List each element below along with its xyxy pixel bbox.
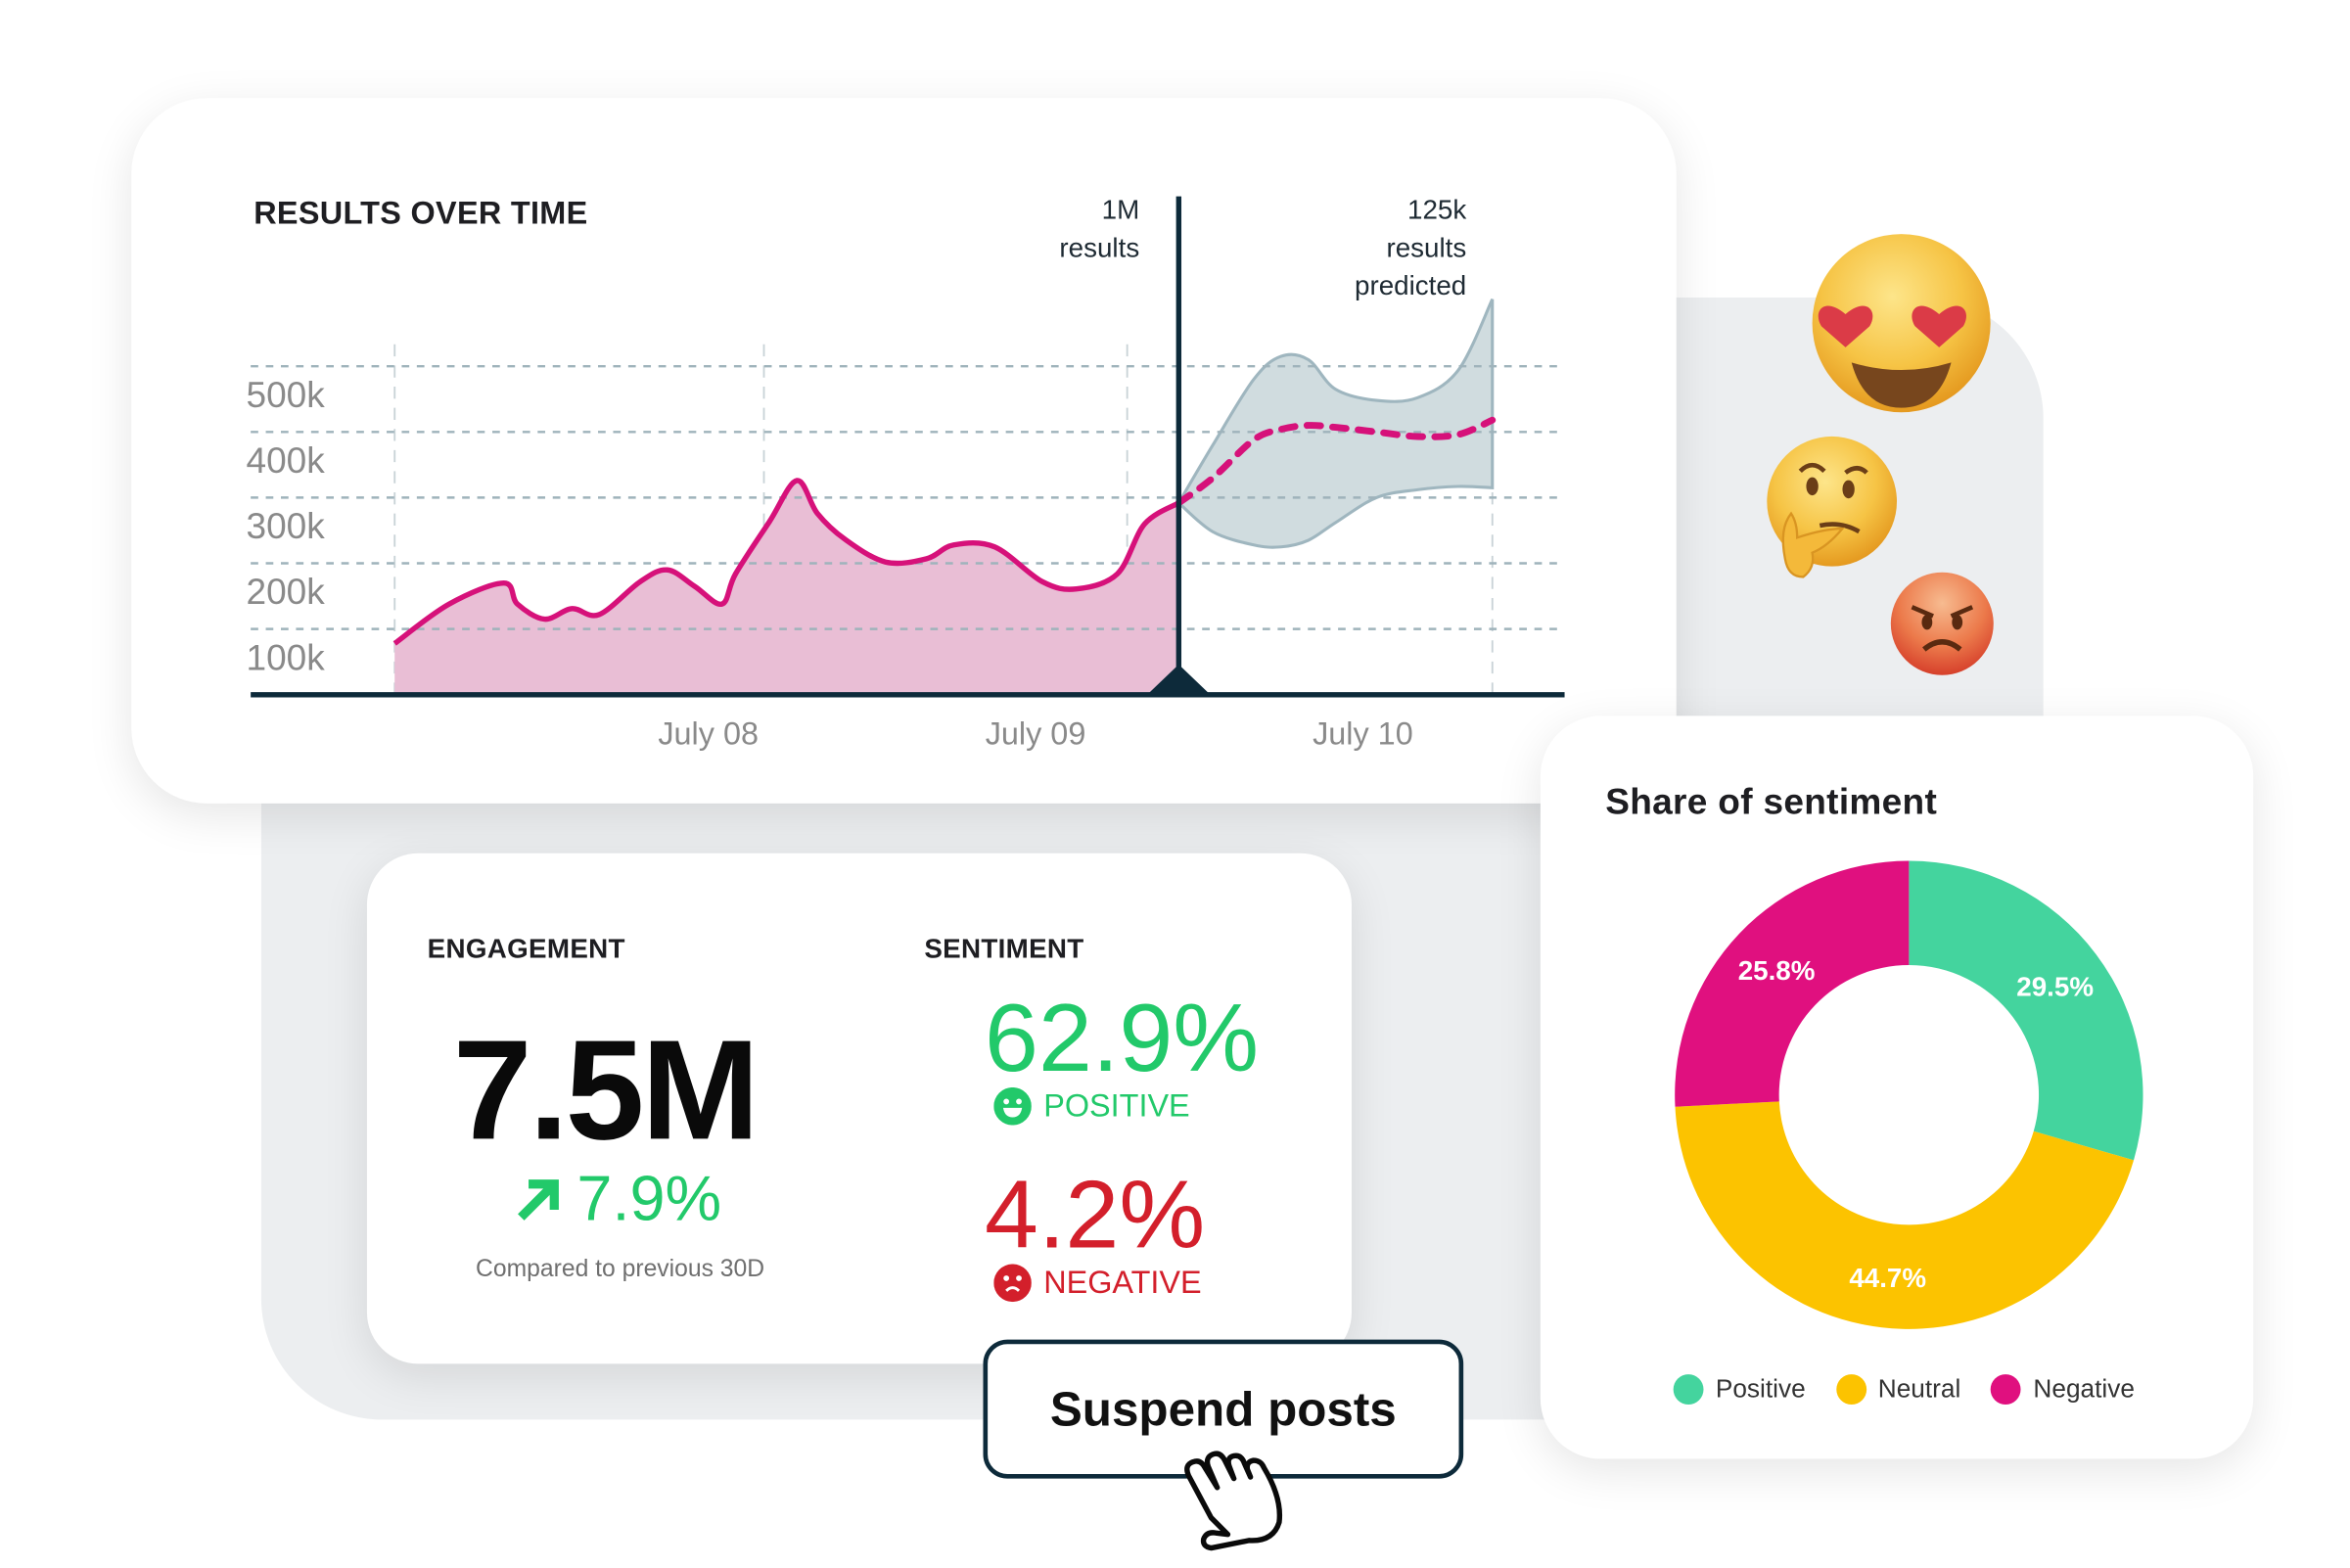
y-tick-label: 500k bbox=[247, 374, 326, 415]
angry-emoji bbox=[1890, 572, 1994, 675]
donut-slice-neutral bbox=[1675, 1101, 2135, 1329]
legend-label-positive: Positive bbox=[1715, 1374, 1806, 1404]
donut-label-neutral: 44.7% bbox=[1849, 1263, 1926, 1293]
donut-slice-positive bbox=[1909, 860, 2143, 1161]
arrow-up-right-icon bbox=[518, 1179, 559, 1221]
x-tick-label: July 09 bbox=[986, 716, 1086, 752]
legend-dot-positive bbox=[1673, 1374, 1704, 1405]
results-chart-title: RESULTS OVER TIME bbox=[253, 196, 588, 232]
y-tick-label: 100k bbox=[247, 636, 326, 677]
donut-slice-negative bbox=[1675, 860, 1910, 1107]
negative-sentiment-label: NEGATIVE bbox=[1043, 1265, 1202, 1300]
share-title: Share of sentiment bbox=[1605, 782, 1938, 823]
engagement-sentiment-card bbox=[366, 853, 1352, 1364]
engagement-change-value: 7.9% bbox=[576, 1163, 722, 1234]
predicted-annotation-line: 125k bbox=[1407, 195, 1466, 225]
engagement-change: 7.9% bbox=[514, 1163, 722, 1235]
emoji-group bbox=[1767, 234, 1994, 675]
negative-sentiment-value: 4.2% bbox=[985, 1160, 1206, 1269]
negative-sentiment-label-row: NEGATIVE bbox=[993, 1264, 1202, 1303]
actual-results-area bbox=[394, 480, 1179, 695]
legend-label-neutral: Neutral bbox=[1877, 1374, 1961, 1404]
donut-label-negative: 25.8% bbox=[1738, 955, 1816, 986]
y-tick-label: 300k bbox=[247, 505, 326, 546]
predicted-annotation-line: results bbox=[1386, 232, 1466, 262]
heart-eyes-emoji bbox=[1812, 234, 1991, 413]
engagement-title: ENGAGEMENT bbox=[427, 933, 625, 964]
legend-positive: Positive bbox=[1673, 1374, 1806, 1405]
now-marker-triangle bbox=[1145, 664, 1213, 697]
actual-results-line bbox=[392, 478, 1180, 646]
positive-sentiment-label-row: POSITIVE bbox=[993, 1086, 1190, 1126]
legend-neutral: Neutral bbox=[1835, 1374, 1961, 1405]
frown-icon bbox=[993, 1264, 1032, 1303]
suspend-posts-button[interactable]: Suspend posts bbox=[983, 1339, 1464, 1479]
predicted-annotation-line: predicted bbox=[1355, 270, 1466, 300]
positive-sentiment-value: 62.9% bbox=[985, 983, 1260, 1092]
x-tick-label: July 10 bbox=[1313, 716, 1413, 752]
legend-dot-negative bbox=[1991, 1374, 2022, 1405]
forecast-results-line bbox=[1175, 416, 1497, 507]
x-tick-label: July 08 bbox=[658, 716, 759, 752]
sentiment-title: SENTIMENT bbox=[924, 933, 1084, 964]
hand-pointer-icon bbox=[1184, 1451, 1283, 1551]
smile-icon bbox=[993, 1086, 1032, 1126]
forecast-confidence-band bbox=[1176, 299, 1495, 549]
thinking-emoji bbox=[1767, 436, 1898, 578]
actual-annotation-line: results bbox=[1059, 232, 1139, 262]
engagement-value: 7.5M bbox=[452, 1010, 760, 1170]
engagement-compare-text: Compared to previous 30D bbox=[476, 1256, 765, 1283]
legend-negative: Negative bbox=[1991, 1374, 2135, 1405]
positive-sentiment-label: POSITIVE bbox=[1043, 1087, 1190, 1124]
y-tick-label: 400k bbox=[247, 439, 326, 481]
legend-dot-neutral bbox=[1835, 1374, 1866, 1405]
y-tick-label: 200k bbox=[247, 571, 326, 612]
legend-label-negative: Negative bbox=[2033, 1374, 2135, 1404]
share-legend: Positive Neutral Negative bbox=[1673, 1374, 2135, 1405]
actual-annotation-line: 1M bbox=[1102, 195, 1140, 225]
donut-label-positive: 29.5% bbox=[2016, 971, 2094, 1001]
